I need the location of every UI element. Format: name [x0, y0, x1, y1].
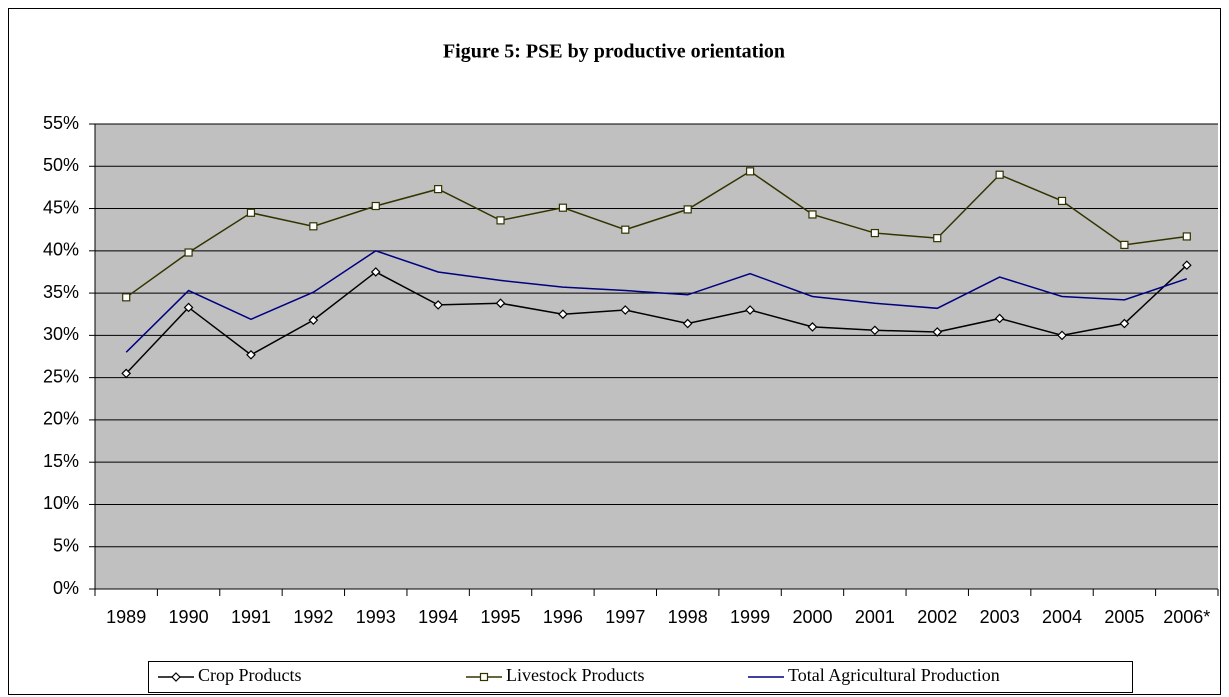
x-tick-label: 1999 — [730, 607, 770, 627]
x-tick-label: 2005 — [1104, 607, 1144, 627]
y-tick-label: 55% — [43, 113, 79, 133]
x-tick-label: 2001 — [855, 607, 895, 627]
marker — [682, 318, 693, 329]
legend-label: Livestock Products — [506, 665, 644, 685]
x-tick-label: 1998 — [668, 607, 708, 627]
marker — [870, 325, 880, 336]
x-tick-label: 1997 — [605, 607, 645, 627]
marker — [558, 203, 568, 212]
marker — [122, 293, 131, 302]
marker — [870, 228, 879, 238]
plot-area — [95, 124, 1218, 589]
x-tick-label: 1994 — [418, 607, 458, 627]
x-tick-label: 2002 — [917, 607, 957, 627]
marker — [933, 234, 942, 243]
legend-box — [148, 661, 1133, 693]
marker — [995, 170, 1004, 179]
chart-title: Figure 5: PSE by productive orientation — [443, 41, 785, 63]
x-tick-label: 1995 — [481, 607, 521, 627]
marker — [620, 305, 631, 315]
y-tick-label: 50% — [43, 155, 79, 175]
marker — [932, 327, 943, 337]
legend-label: Total Agricultural Production — [788, 665, 1000, 685]
legend-label: Crop Products — [198, 665, 302, 685]
y-tick-label: 40% — [43, 240, 79, 260]
marker — [479, 672, 489, 682]
marker — [308, 315, 319, 325]
y-tick-label: 25% — [43, 366, 79, 386]
y-tick-label: 30% — [43, 324, 79, 344]
series-line — [125, 249, 1188, 353]
marker — [745, 167, 755, 176]
marker — [370, 267, 381, 277]
marker — [434, 185, 443, 194]
marker — [171, 672, 181, 682]
marker — [495, 298, 506, 309]
x-tick-label: 1993 — [356, 607, 396, 627]
marker — [121, 368, 132, 379]
marker — [246, 349, 256, 360]
marker — [1181, 260, 1192, 271]
marker — [1182, 232, 1191, 241]
x-tick-label: 2000 — [792, 607, 832, 627]
marker — [309, 222, 318, 231]
marker — [246, 208, 256, 217]
y-tick-label: 45% — [43, 197, 79, 217]
marker — [683, 205, 692, 214]
marker — [371, 201, 380, 211]
marker — [496, 216, 505, 225]
x-tick-label: 1991 — [231, 607, 271, 627]
marker — [558, 309, 568, 320]
x-tick-label: 1996 — [543, 607, 583, 627]
x-tick-label: 2003 — [980, 607, 1020, 627]
series-line — [125, 264, 1188, 374]
y-tick-label: 5% — [53, 535, 79, 555]
marker — [433, 300, 443, 310]
marker — [183, 302, 194, 313]
marker — [994, 313, 1005, 324]
x-tick-label: 1992 — [293, 607, 333, 627]
marker — [745, 305, 755, 315]
marker — [1057, 330, 1067, 341]
marker — [1119, 318, 1130, 329]
x-tick-label: 2004 — [1042, 607, 1082, 627]
marker — [807, 322, 818, 332]
marker — [1120, 240, 1129, 249]
y-tick-label: 0% — [53, 578, 79, 598]
x-tick-label: 1989 — [106, 607, 146, 627]
y-tick-label: 15% — [43, 451, 79, 471]
marker — [621, 225, 630, 234]
y-tick-label: 35% — [43, 282, 79, 302]
x-tick-label: 2006* — [1163, 607, 1210, 627]
y-tick-label: 10% — [43, 493, 79, 513]
marker — [184, 248, 193, 257]
series-line — [125, 170, 1187, 298]
marker — [808, 210, 817, 219]
x-tick-label: 1990 — [169, 607, 209, 627]
marker — [1057, 196, 1067, 206]
y-tick-label: 20% — [43, 409, 79, 429]
